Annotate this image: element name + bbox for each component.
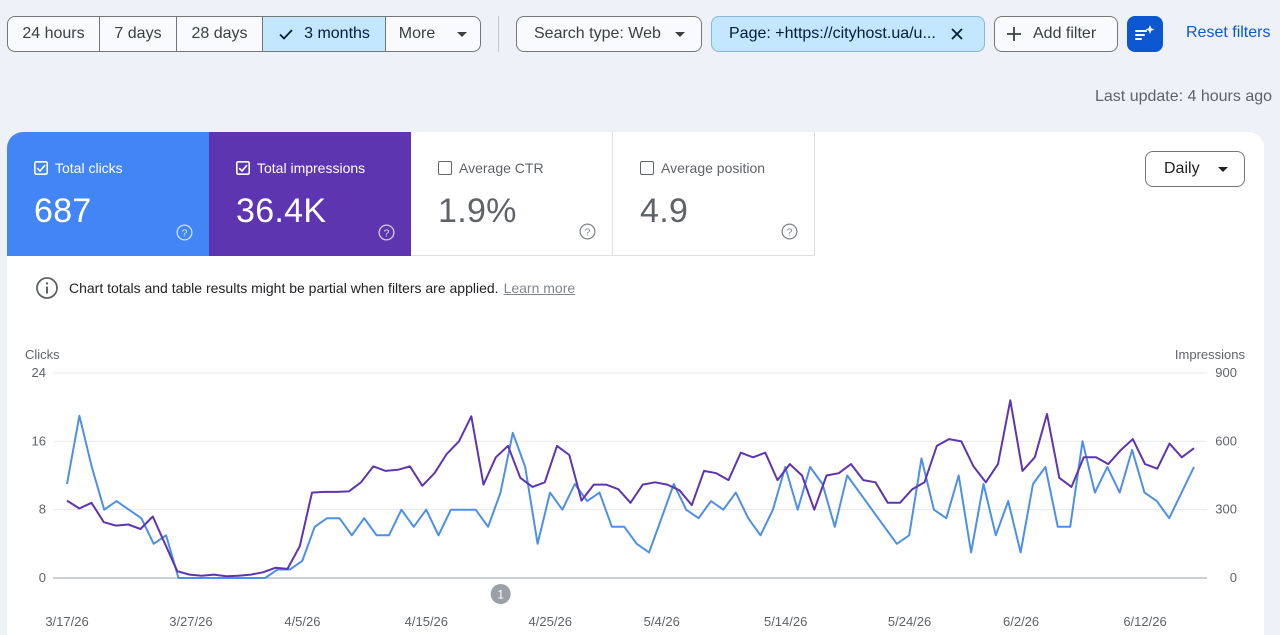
divider <box>498 16 499 52</box>
info-icon <box>36 277 58 299</box>
y-right-axis-label: Impressions <box>1175 347 1246 362</box>
granularity-label: Daily <box>1164 160 1200 177</box>
date-range-selector: 24 hours 7 days 28 days 3 months More <box>7 16 481 52</box>
range-label: 28 days <box>191 25 248 42</box>
add-filter-button[interactable]: Add filter <box>994 16 1118 52</box>
chevron-down-icon <box>457 31 468 37</box>
filter-settings-button[interactable] <box>1127 16 1163 52</box>
svg-text:?: ? <box>585 227 591 238</box>
annotation-marker[interactable] <box>490 584 511 604</box>
more-dropdown[interactable]: More <box>386 17 480 51</box>
metric-label: Total impressions <box>257 160 366 176</box>
y-left-axis-label: Clicks <box>25 347 60 362</box>
page-filter-chip[interactable]: Page: +https://cityhost.ua/u... <box>711 16 985 52</box>
svg-text:?: ? <box>384 228 390 239</box>
help-icon[interactable]: ? <box>378 224 395 241</box>
range-label: 3 months <box>304 25 370 42</box>
svg-text:?: ? <box>182 228 188 239</box>
y-right-tick-label: 0 <box>1230 570 1237 585</box>
series-line-impressions <box>66 399 1195 578</box>
help-icon[interactable]: ? <box>579 223 596 240</box>
close-icon[interactable] <box>950 27 964 41</box>
metric-value: 4.9 <box>640 192 689 230</box>
metric-label: Total clicks <box>55 160 123 176</box>
x-tick-label: 5/24/26 <box>888 614 931 629</box>
metric-average-ctr[interactable]: Average CTR 1.9% ? <box>411 132 613 256</box>
chart-annotation[interactable]: 1 <box>490 584 511 604</box>
range-28-days[interactable]: 28 days <box>177 17 263 51</box>
performance-chart: Clicks Impressions 0 8 16 24 0 300 600 900 3/17/… <box>25 347 1246 629</box>
y-left-tick-label: 16 <box>32 433 46 448</box>
learn-more-link[interactable]: Learn more <box>503 280 576 296</box>
x-tick-label: 3/27/26 <box>169 614 212 629</box>
metric-total-impressions[interactable]: Total impressions 36.4K ? <box>209 132 411 256</box>
metric-label: Average position <box>661 160 766 176</box>
range-24-hours[interactable]: 24 hours <box>8 17 100 51</box>
search-type-label: Search type: Web <box>534 25 661 42</box>
x-tick-label: 5/4/26 <box>644 614 680 629</box>
reset-filters-link[interactable]: Reset filters <box>1186 24 1271 41</box>
metric-value: 1.9% <box>438 192 517 230</box>
filter-sparkle-icon <box>1135 25 1155 40</box>
performance-card: Total clicks 687 ? Total impressions 36.… <box>7 132 1264 635</box>
checkbox-unchecked-icon[interactable] <box>640 161 654 175</box>
x-tick-label: 3/17/26 <box>45 614 88 629</box>
checkbox-checked-icon[interactable] <box>236 161 250 175</box>
series-line-clicks <box>66 414 1195 579</box>
page-filter-label: Page: +https://cityhost.ua/u... <box>729 25 936 42</box>
metric-value: 687 <box>34 192 92 230</box>
chevron-down-icon <box>674 31 685 37</box>
x-tick-label: 4/15/26 <box>405 614 448 629</box>
svg-text:?: ? <box>787 227 793 238</box>
help-icon[interactable]: ? <box>781 223 798 240</box>
x-tick-label: 6/12/26 <box>1123 614 1166 629</box>
annotation-label: 1 <box>497 588 504 602</box>
metric-total-clicks[interactable]: Total clicks 687 ? <box>7 132 209 256</box>
search-type-dropdown[interactable]: Search type: Web <box>516 16 702 52</box>
range-label: 24 hours <box>22 25 85 42</box>
x-tick-label: 4/25/26 <box>529 614 572 629</box>
plus-icon <box>1007 27 1021 41</box>
last-update-text: Last update: 4 hours ago <box>1095 88 1273 105</box>
help-icon[interactable]: ? <box>176 224 193 241</box>
toolbar: 24 hours 7 days 28 days 3 months More Se… <box>0 0 1280 70</box>
granularity-dropdown[interactable]: Daily <box>1145 151 1245 187</box>
y-left-tick-label: 0 <box>39 570 46 585</box>
metric-value: 36.4K <box>236 192 327 230</box>
x-tick-label: 5/14/26 <box>764 614 807 629</box>
x-tick-label: 4/5/26 <box>284 614 320 629</box>
metric-label: Average CTR <box>459 160 544 176</box>
chart-grid <box>53 372 1207 579</box>
range-3-months[interactable]: 3 months <box>263 17 386 51</box>
range-label: 7 days <box>114 25 162 42</box>
chart-series <box>66 399 1195 579</box>
metric-average-position[interactable]: Average position 4.9 ? <box>613 132 815 256</box>
y-left-tick-label: 8 <box>39 502 46 517</box>
checkbox-checked-icon[interactable] <box>34 161 48 175</box>
chevron-down-icon <box>1217 166 1228 172</box>
chart-axis-ticks: 0 8 16 24 0 300 600 900 3/17/26 3/27/26 4/5/26 4/15… <box>32 365 1237 629</box>
checkbox-unchecked-icon[interactable] <box>438 161 452 175</box>
range-7-days[interactable]: 7 days <box>100 17 177 51</box>
y-right-tick-label: 600 <box>1215 433 1237 448</box>
notice-text: Chart totals and table results might be … <box>69 280 499 296</box>
y-right-tick-label: 300 <box>1215 502 1237 517</box>
x-tick-label: 6/2/26 <box>1003 614 1039 629</box>
add-filter-label: Add filter <box>1033 25 1097 42</box>
more-label: More <box>398 25 436 42</box>
partial-data-notice: Chart totals and table results might be … <box>35 276 575 300</box>
check-icon <box>279 29 293 40</box>
y-left-tick-label: 24 <box>32 365 46 380</box>
y-right-tick-label: 900 <box>1215 365 1237 380</box>
